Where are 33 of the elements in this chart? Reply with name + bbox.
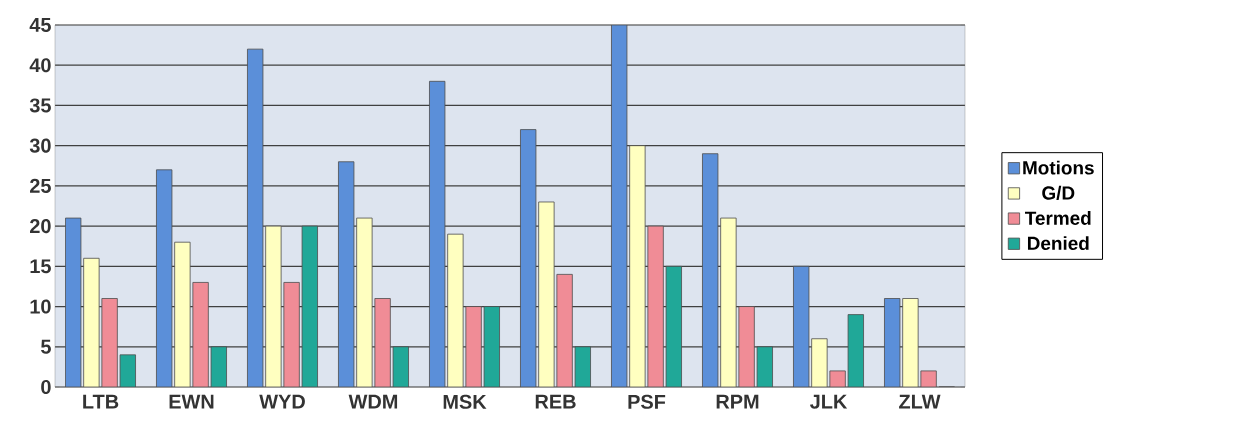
y-tick-label: 25: [30, 178, 51, 193]
bar: [611, 25, 628, 387]
y-tick-label: 15: [30, 259, 51, 274]
x-tick-label: JLK: [809, 394, 848, 409]
legend-label: Motions: [1023, 160, 1094, 175]
bar: [538, 201, 555, 387]
y-tick-label: 5: [41, 339, 51, 354]
bar: [629, 145, 646, 387]
y-tick-label: 20: [30, 219, 51, 234]
x-tick-label: WYD: [259, 394, 305, 409]
x-tick-label: EWN: [169, 394, 214, 409]
x-tick-label: ZLW: [899, 394, 941, 409]
y-tick-label: 40: [29, 58, 51, 73]
x-tick-label: WDM: [348, 394, 398, 409]
legend-label: Termed: [1025, 210, 1091, 225]
x-tick-label: RPM: [716, 394, 759, 409]
y-tick-label: 10: [30, 299, 51, 314]
x-tick-label: PSF: [628, 394, 666, 409]
x-tick-label: LTB: [83, 394, 119, 409]
bar: [247, 48, 264, 387]
bar: [429, 80, 446, 387]
legend-label: G/D: [1042, 185, 1075, 200]
y-tick-label: 0: [41, 379, 51, 395]
bar: [338, 161, 354, 387]
x-tick-label: REB: [535, 394, 576, 409]
x-tick-label: MSK: [443, 394, 487, 409]
y-tick-label: 45: [29, 18, 51, 32]
bar: [156, 169, 173, 387]
y-tick-label: 30: [29, 138, 51, 153]
legend-label: Denied: [1027, 236, 1089, 251]
y-tick-label: 35: [29, 98, 51, 113]
bar: [702, 153, 719, 387]
bar: [520, 129, 537, 387]
